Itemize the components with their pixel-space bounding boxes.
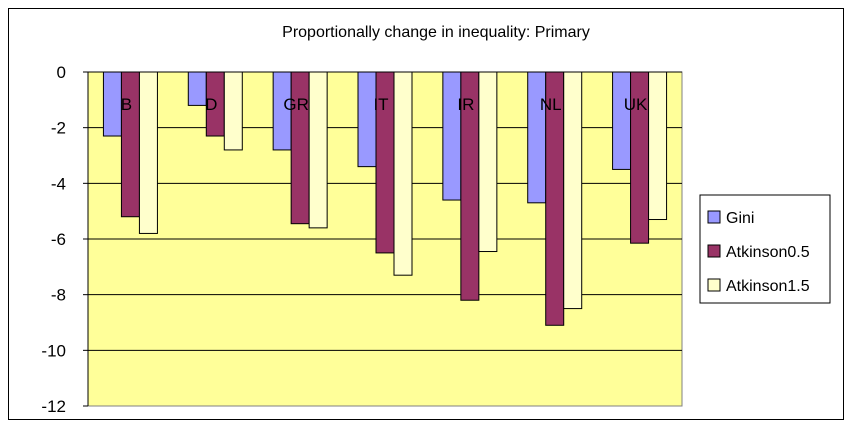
category-label: UK bbox=[624, 95, 648, 114]
y-tick-label: -12 bbox=[41, 397, 66, 416]
category-label: D bbox=[205, 95, 217, 114]
y-tick-label: -2 bbox=[51, 119, 66, 138]
bar-atkinson1-5-it bbox=[393, 71, 413, 276]
category-label: IR bbox=[457, 95, 474, 114]
legend-swatch bbox=[707, 244, 721, 258]
category-label: IT bbox=[373, 95, 388, 114]
category-label: NL bbox=[540, 95, 562, 114]
legend-swatch bbox=[707, 210, 721, 224]
bar-atkinson1-5-uk bbox=[648, 71, 668, 221]
bar-gini-ir bbox=[442, 71, 462, 201]
bar-gini-it bbox=[357, 71, 377, 168]
bar-atkinson1-5-b bbox=[138, 71, 158, 234]
y-tick-label: -8 bbox=[51, 286, 66, 305]
category-label: GR bbox=[283, 95, 309, 114]
legend-label: Atkinson1.5 bbox=[726, 278, 810, 295]
legend-label: Atkinson0.5 bbox=[726, 244, 810, 261]
bar-atkinson1-5-nl bbox=[563, 71, 583, 310]
bar-atkinson1-5-d bbox=[223, 71, 243, 151]
bar-gini-uk bbox=[612, 71, 632, 170]
legend-swatch bbox=[707, 278, 721, 292]
y-tick-label: -10 bbox=[41, 341, 66, 360]
bar-atkinson0-5-b bbox=[120, 71, 140, 218]
y-tick-label: -6 bbox=[51, 230, 66, 249]
legend bbox=[699, 194, 831, 304]
bar-gini-d bbox=[187, 71, 207, 106]
y-tick-label: 0 bbox=[57, 63, 66, 82]
chart-title: Proportionally change in inequality: Pri… bbox=[282, 24, 590, 41]
category-label: B bbox=[121, 95, 132, 114]
bar-gini-nl bbox=[527, 71, 547, 204]
y-tick-label: -4 bbox=[51, 174, 66, 193]
bar-gini-b bbox=[102, 71, 122, 137]
bar-atkinson1-5-ir bbox=[478, 71, 498, 253]
legend-label: Gini bbox=[726, 210, 754, 227]
bar-atkinson1-5-gr bbox=[308, 71, 328, 229]
